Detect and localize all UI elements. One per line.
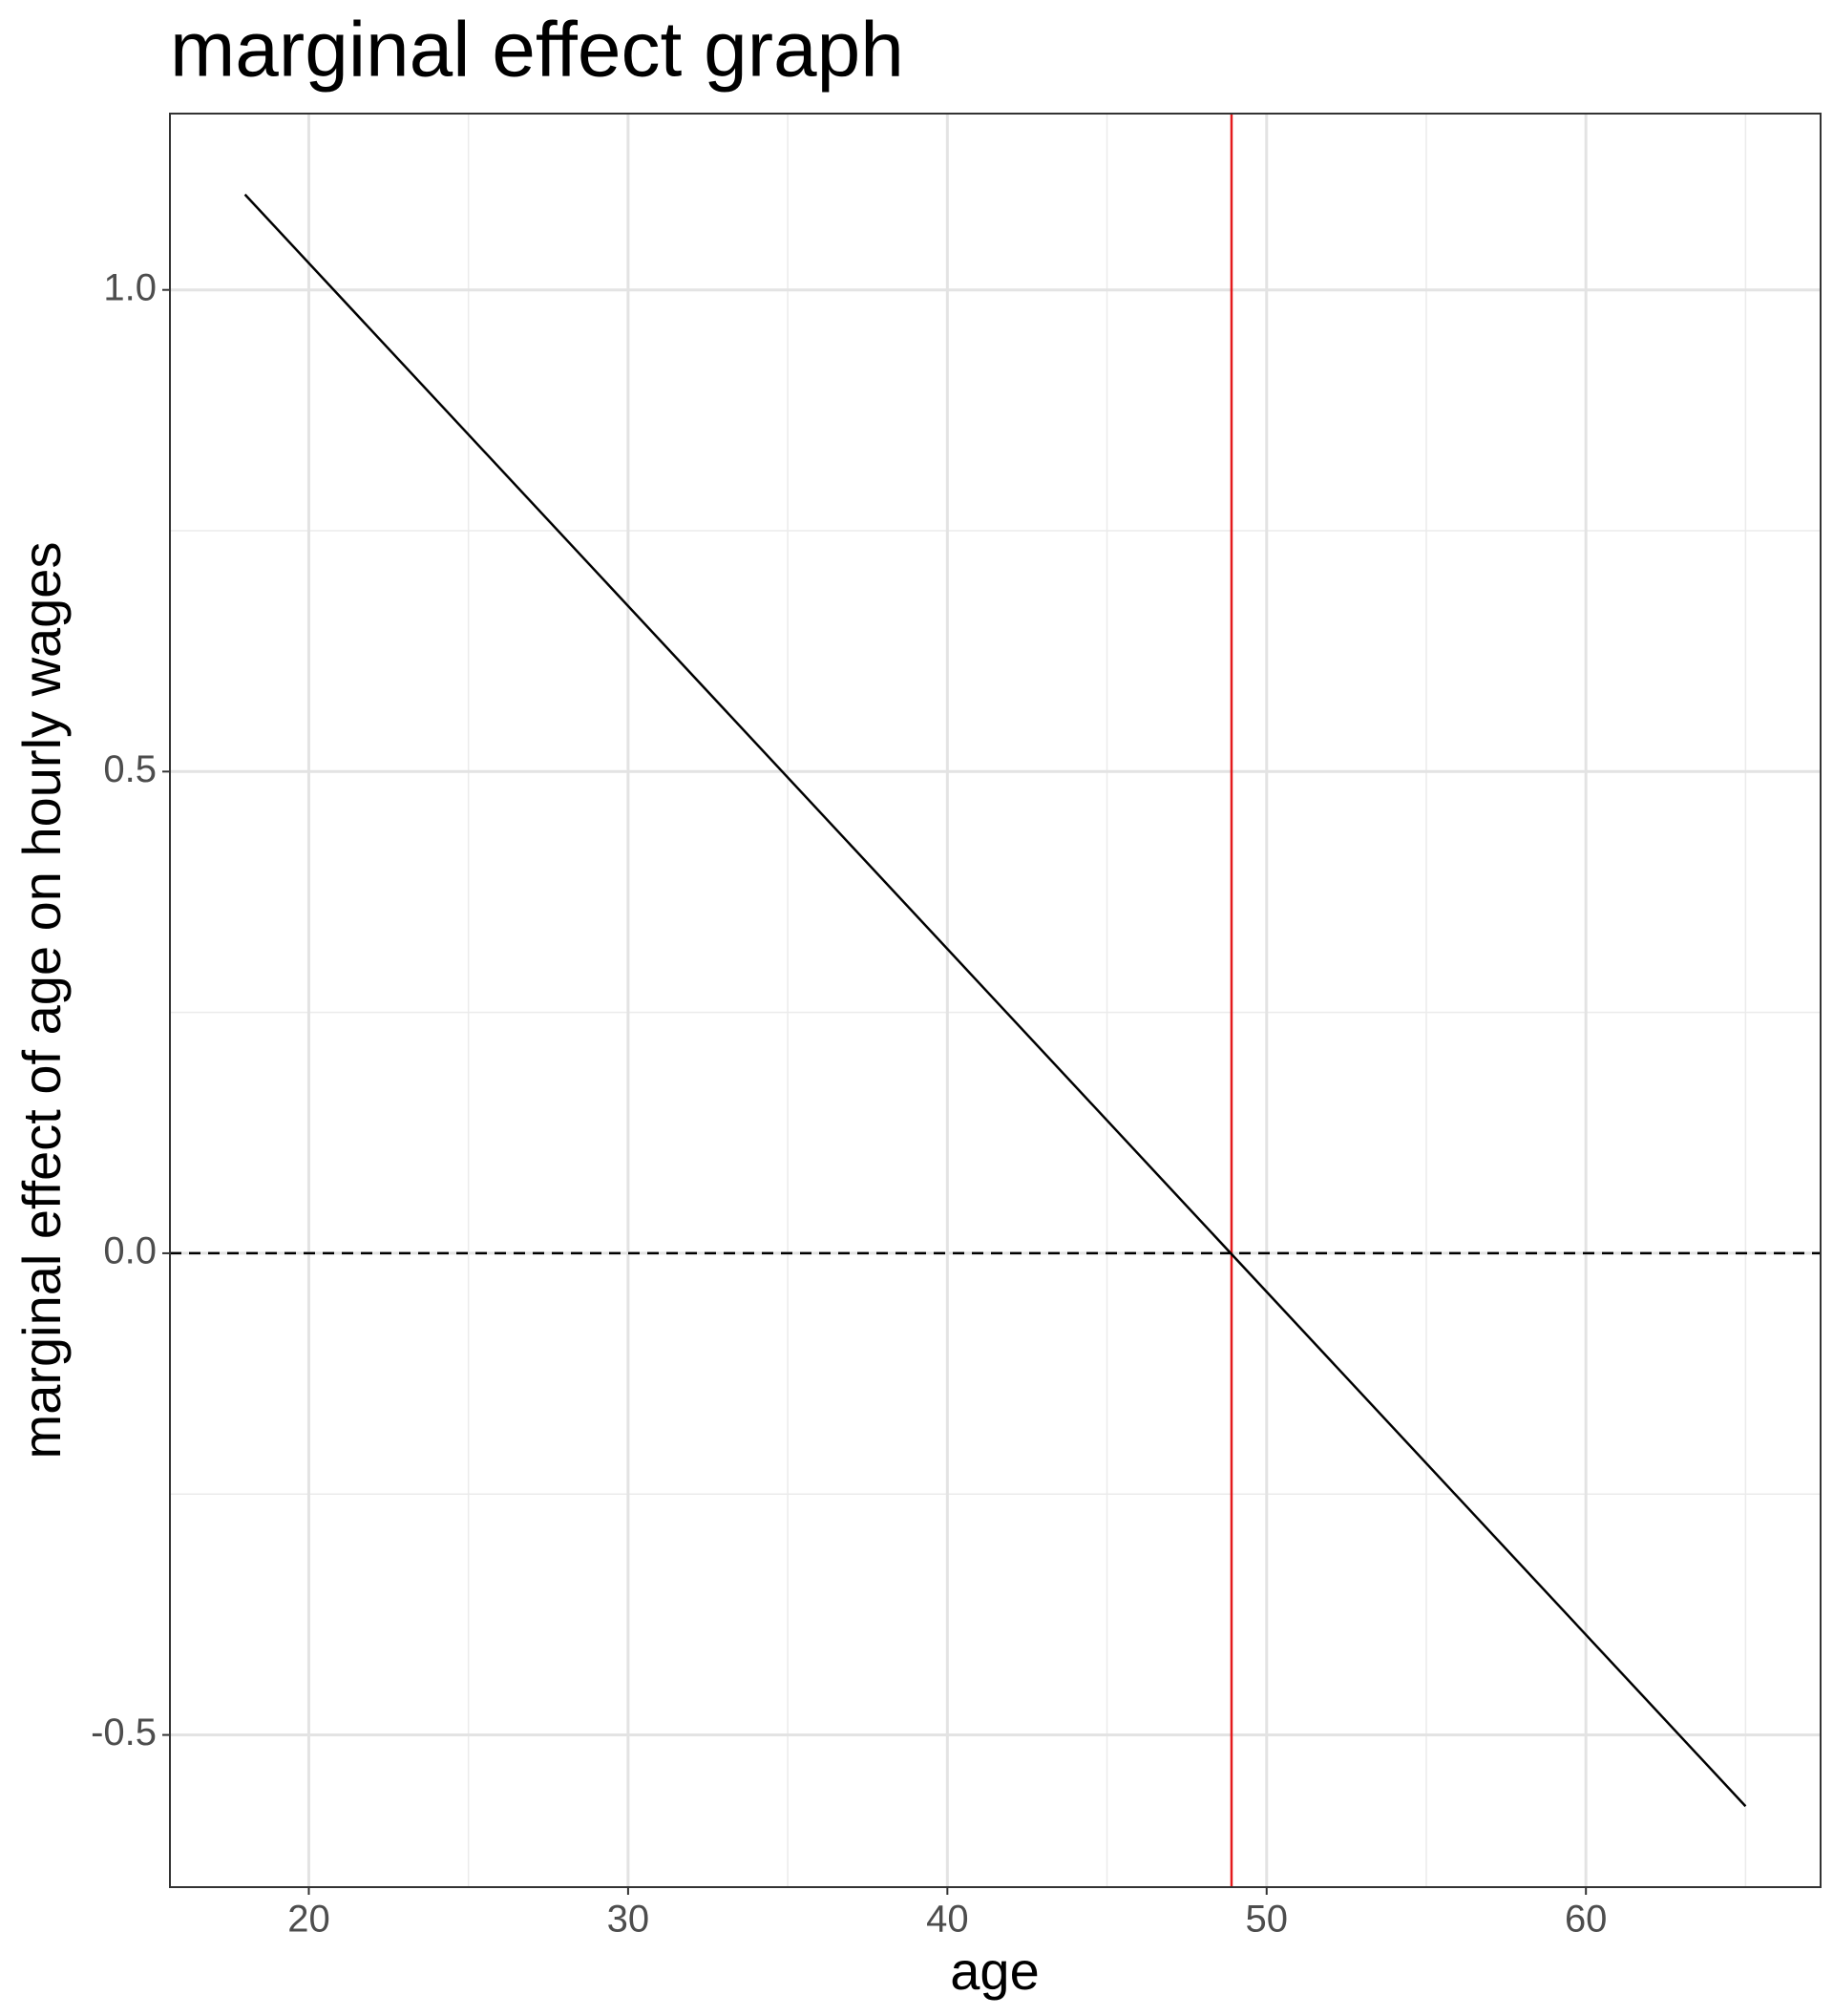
y-tick-label: -0.5 [91,1712,157,1754]
x-tick-label: 30 [607,1899,650,1941]
y-tick-label: 1.0 [103,266,157,308]
y-tick-label: 0.5 [103,748,157,790]
x-tick-label: 20 [287,1899,330,1941]
y-tick-label: 0.0 [103,1229,157,1271]
x-axis-title: age [950,1941,1039,2001]
x-tick-label: 50 [1246,1899,1289,1941]
panel-border [169,113,1822,1888]
chart-title: marginal effect graph [170,7,904,94]
x-tick-label: 60 [1565,1899,1608,1941]
y-axis-title: marginal effect of age on hourly wages [11,542,72,1460]
x-tick-label: 40 [926,1899,969,1941]
data-line [243,193,1747,1808]
